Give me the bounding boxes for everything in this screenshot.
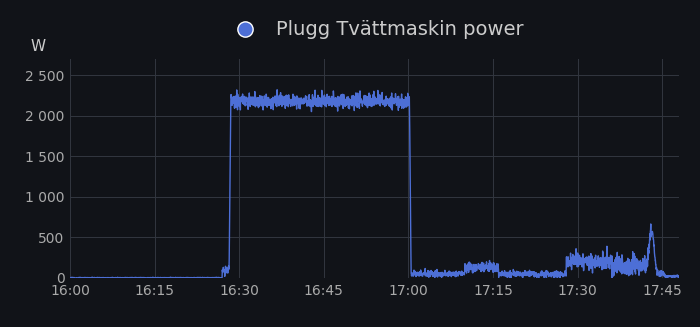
Legend: Plugg Tvättmaskin power: Plugg Tvättmaskin power: [225, 20, 524, 39]
Text: W: W: [30, 40, 46, 55]
